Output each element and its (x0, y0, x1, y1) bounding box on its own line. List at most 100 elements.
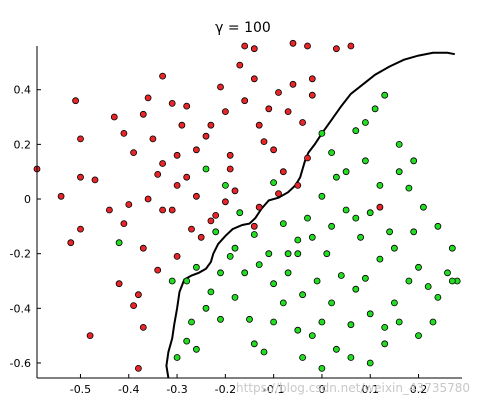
green-class-point (376, 255, 384, 263)
red-class-point (183, 173, 191, 181)
x-tick-label: 0 (318, 383, 325, 396)
red-class-point (106, 206, 113, 214)
red-class-point (270, 146, 278, 154)
red-class-point (149, 135, 157, 143)
red-class-point (197, 233, 205, 241)
green-class-point (192, 263, 200, 271)
red-class-point (77, 135, 84, 143)
red-class-point (91, 176, 99, 184)
green-class-point (328, 222, 336, 230)
green-class-point (231, 244, 239, 252)
green-class-point (318, 318, 326, 326)
scatter-points-layer (33, 39, 461, 372)
green-class-point (255, 261, 263, 269)
green-class-point (429, 318, 437, 326)
green-class-point (424, 283, 432, 290)
green-class-point (415, 332, 422, 340)
red-class-point (178, 121, 186, 129)
decision-boundary-line (165, 51, 455, 379)
red-class-point (308, 75, 316, 83)
red-class-point (255, 203, 263, 211)
red-class-point (231, 187, 239, 195)
green-class-point (318, 364, 326, 372)
green-class-point (337, 272, 345, 279)
red-class-point (173, 181, 181, 189)
red-class-point (72, 97, 79, 105)
red-class-point (173, 252, 181, 260)
green-class-point (188, 318, 195, 326)
green-class-point (323, 250, 331, 258)
red-class-point (289, 80, 297, 88)
red-class-point (255, 121, 263, 129)
green-class-point (294, 236, 302, 244)
green-class-point (352, 285, 360, 293)
green-class-point (192, 345, 200, 353)
red-class-point (192, 192, 200, 200)
green-class-point (246, 315, 253, 323)
green-class-point (202, 304, 210, 312)
green-class-point (361, 119, 369, 126)
green-class-point (448, 244, 456, 252)
green-class-point (328, 149, 336, 157)
green-class-point (361, 157, 369, 165)
red-class-point (265, 105, 273, 113)
red-class-point (308, 91, 316, 99)
red-class-point (226, 165, 234, 173)
green-class-point (299, 354, 307, 361)
red-class-point (304, 42, 311, 50)
red-class-point (115, 280, 123, 288)
red-class-point (207, 121, 215, 129)
green-class-point (415, 263, 422, 271)
red-class-point (159, 72, 167, 80)
green-class-point (347, 321, 355, 329)
green-class-point (352, 127, 360, 135)
red-class-point (347, 42, 355, 50)
red-class-point (144, 94, 152, 102)
red-class-point (250, 222, 258, 230)
red-class-point (376, 203, 384, 211)
red-class-point (250, 75, 258, 83)
x-tick-label: -0.1 (263, 383, 284, 396)
green-class-point (395, 168, 403, 176)
red-class-point (168, 100, 176, 107)
green-class-point (294, 326, 302, 334)
green-class-point (390, 299, 398, 307)
green-class-point (299, 291, 307, 299)
green-class-point (284, 250, 292, 258)
watermark-text: https://blog.csdn.net/weixin_43735780 (236, 381, 470, 395)
green-class-point (308, 332, 316, 340)
green-class-point (366, 359, 374, 367)
red-class-point (86, 332, 94, 340)
y-tick-label: 0 (24, 193, 31, 206)
green-class-point (115, 239, 123, 247)
green-class-point (207, 288, 215, 296)
red-class-point (275, 89, 282, 96)
green-class-point (357, 233, 365, 241)
red-class-point (299, 119, 307, 126)
green-class-point (366, 209, 374, 217)
green-class-point (328, 299, 336, 307)
red-class-point (217, 83, 224, 91)
green-class-point (183, 337, 191, 345)
green-class-point (395, 318, 403, 326)
red-class-point (202, 132, 210, 140)
green-class-point (410, 157, 418, 165)
green-class-point (279, 220, 287, 228)
green-class-point (434, 222, 442, 230)
y-tick-label: -0.6 (10, 357, 31, 370)
red-class-point (284, 108, 292, 115)
x-tick-label: -0.2 (215, 383, 236, 396)
green-class-point (361, 274, 369, 282)
green-class-point (270, 318, 278, 326)
green-class-point (371, 105, 379, 113)
green-class-point (284, 269, 292, 277)
red-class-point (154, 266, 162, 274)
green-class-point (308, 233, 316, 241)
red-class-point (294, 181, 302, 189)
green-class-point (226, 252, 234, 260)
red-class-point (139, 110, 147, 118)
axes-layer: -0.5 -0.4 -0.3 -0.2 -0.1 0 0.1 0.2 0.4 0.2 0 -0.2 -0… (10, 46, 462, 396)
green-class-point (250, 340, 258, 348)
red-class-point (221, 108, 229, 115)
green-class-point (304, 214, 311, 222)
